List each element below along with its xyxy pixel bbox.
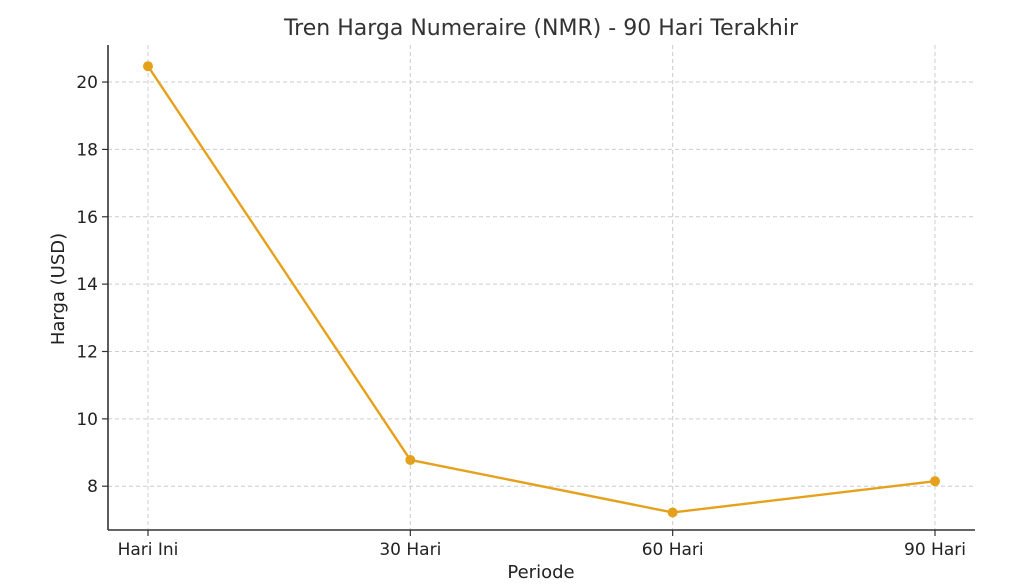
data-point-1 bbox=[405, 454, 416, 465]
y-tick-label-0: 8 bbox=[87, 477, 98, 497]
x-tick-label-3: 90 Hari bbox=[904, 540, 966, 560]
chart-title: Tren Harga Numeraire (NMR) - 90 Hari Ter… bbox=[283, 16, 799, 41]
grid-lines bbox=[108, 45, 975, 530]
y-axis-label: Harga (USD) bbox=[48, 233, 69, 345]
plot-area bbox=[143, 61, 940, 518]
x-axis-label: Periode bbox=[507, 562, 574, 583]
y-tick-label-1: 10 bbox=[76, 410, 98, 430]
y-tick-label-6: 20 bbox=[76, 73, 98, 93]
data-point-3 bbox=[930, 476, 940, 487]
series-line-0 bbox=[147, 65, 936, 514]
y-tick-label-3: 14 bbox=[76, 275, 98, 295]
axes: 8 10 12 14 16 18 20 Hari Ini 30 Hari 60 Hari 90 Ha… bbox=[76, 45, 975, 560]
y-tick-label-5: 18 bbox=[76, 140, 98, 160]
data-point-0 bbox=[143, 61, 153, 72]
data-point-2 bbox=[667, 507, 678, 518]
x-tick-label-1: 30 Hari bbox=[379, 540, 441, 560]
y-tick-label-4: 16 bbox=[76, 208, 98, 228]
y-tick-label-2: 12 bbox=[76, 342, 98, 362]
x-tick-label-2: 60 Hari bbox=[642, 540, 704, 560]
x-tick-label-0: Hari Ini bbox=[118, 540, 179, 560]
